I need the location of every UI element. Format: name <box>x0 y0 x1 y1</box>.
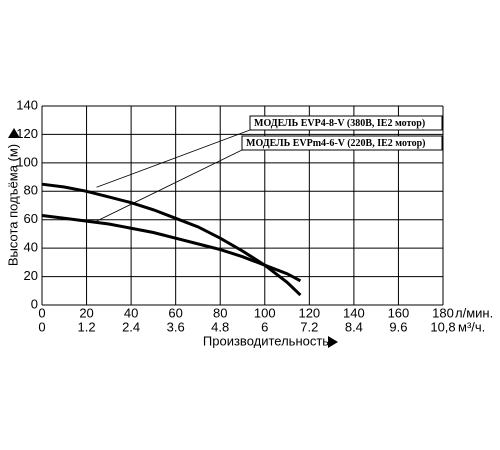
x2-tick-label: 9.6 <box>389 319 407 334</box>
x-tick-label: 60 <box>168 305 182 320</box>
y-axis-label: Высота подъёма (м) <box>5 144 20 266</box>
leader-line <box>96 129 251 188</box>
x-tick-label: 160 <box>388 305 410 320</box>
legend-box <box>241 135 443 151</box>
x2-tick-label: 10,8 <box>430 319 455 334</box>
curve <box>41 213 302 283</box>
x-axis-arrow <box>328 336 338 348</box>
legend-label: МОДЕЛЬ EVP4-8-V (380В, IE2 мотор) <box>254 118 425 129</box>
x2-unit: м³/ч. <box>458 319 485 334</box>
x-axis-label: Производительность <box>203 333 329 348</box>
x2-tick-label: 2.4 <box>122 319 140 334</box>
leader-line <box>96 149 243 222</box>
x-tick-label: 0 <box>38 305 45 320</box>
x2-tick-label: 7.2 <box>300 319 318 334</box>
x2-tick-label: 8.4 <box>345 319 363 334</box>
x-tick-label: 100 <box>254 305 276 320</box>
x-tick-label: 80 <box>213 305 227 320</box>
x2-tick-label: 0 <box>38 319 45 334</box>
x-tick-label: 180 <box>432 305 454 320</box>
y-tick-label: 120 <box>16 126 38 141</box>
x2-tick-label: 3.6 <box>167 319 185 334</box>
y-tick-label: 100 <box>16 154 38 169</box>
y-tick-label: 60 <box>24 211 38 226</box>
x2-tick-label: 4.8 <box>211 319 229 334</box>
x-unit: л/мин. <box>455 305 493 320</box>
legend-label: МОДЕЛЬ EVPm4-6-V (220В, IE2 мотор) <box>246 138 426 149</box>
x-tick-label: 40 <box>124 305 138 320</box>
x2-tick-label: 6 <box>261 319 268 334</box>
curve <box>41 182 302 297</box>
x-tick-label: 20 <box>79 305 93 320</box>
y-axis-arrow <box>8 128 20 138</box>
x2-tick-label: 1.2 <box>78 319 96 334</box>
legend-box <box>249 115 443 131</box>
y-tick-label: 20 <box>24 268 38 283</box>
x-tick-label: 140 <box>343 305 365 320</box>
y-tick-label: 80 <box>24 183 38 198</box>
y-tick-label: 40 <box>24 240 38 255</box>
y-tick-label: 0 <box>31 296 38 311</box>
x-tick-label: 120 <box>298 305 320 320</box>
y-tick-label: 140 <box>16 97 38 112</box>
